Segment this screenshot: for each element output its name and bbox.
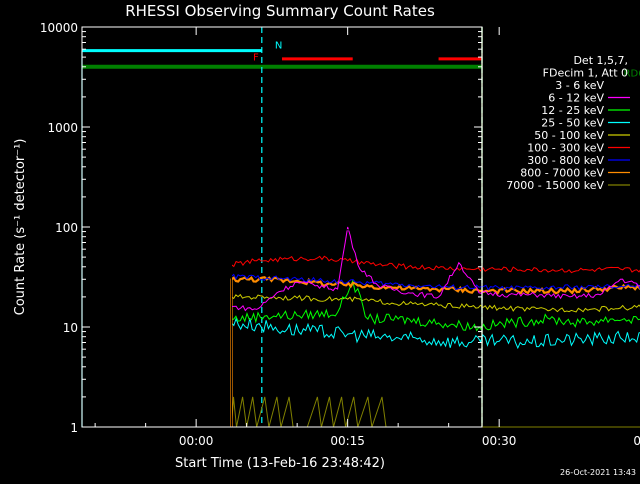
- x-tick-label: 00:15: [330, 434, 365, 448]
- y-tick-label: 10000: [40, 21, 78, 35]
- x-tick-label: 00:30: [482, 434, 517, 448]
- legend-label-100-300-kev: 100 - 300 keV: [527, 142, 604, 155]
- y-tick-label: 100: [55, 221, 78, 235]
- x-tick-label: 00:45: [633, 434, 640, 448]
- legend-label-6-12-kev: 6 - 12 keV: [548, 92, 604, 105]
- y-axis-label: Count Rate (s⁻¹ detector⁻¹): [13, 139, 28, 316]
- legend-label-7000-15000-kev: 7000 - 15000 keV: [506, 179, 604, 192]
- annotation-f: F: [253, 53, 259, 64]
- y-tick-label: 1: [70, 421, 78, 435]
- x-axis-label: Start Time (13-Feb-16 23:48:42): [175, 456, 385, 471]
- y-tick-label: 10: [63, 321, 78, 335]
- legend-label-50-100-kev: 50 - 100 keV: [534, 129, 604, 142]
- legend-label-3-6-kev: 3 - 6 keV: [555, 79, 604, 92]
- legend-label-300-800-kev: 300 - 800 keV: [527, 154, 604, 167]
- y-tick-label: 1000: [47, 121, 78, 135]
- legend-header-line: FDecim 1, Att 0: [543, 67, 628, 80]
- legend-label-25-50-kev: 25 - 50 keV: [541, 117, 604, 130]
- legend-label-800-7000-kev: 800 - 7000 keV: [520, 167, 604, 180]
- legend-label-12-25-kev: 12 - 25 keV: [541, 104, 604, 117]
- footer-date: 26-Oct-2021 13:43: [560, 468, 636, 477]
- x-tick-label: 00:00: [179, 434, 214, 448]
- annotation-n: N: [275, 40, 282, 51]
- chart-title: RHESSI Observing Summary Count Rates: [125, 2, 435, 20]
- legend-header-line: Det 1,5,7,: [573, 54, 628, 67]
